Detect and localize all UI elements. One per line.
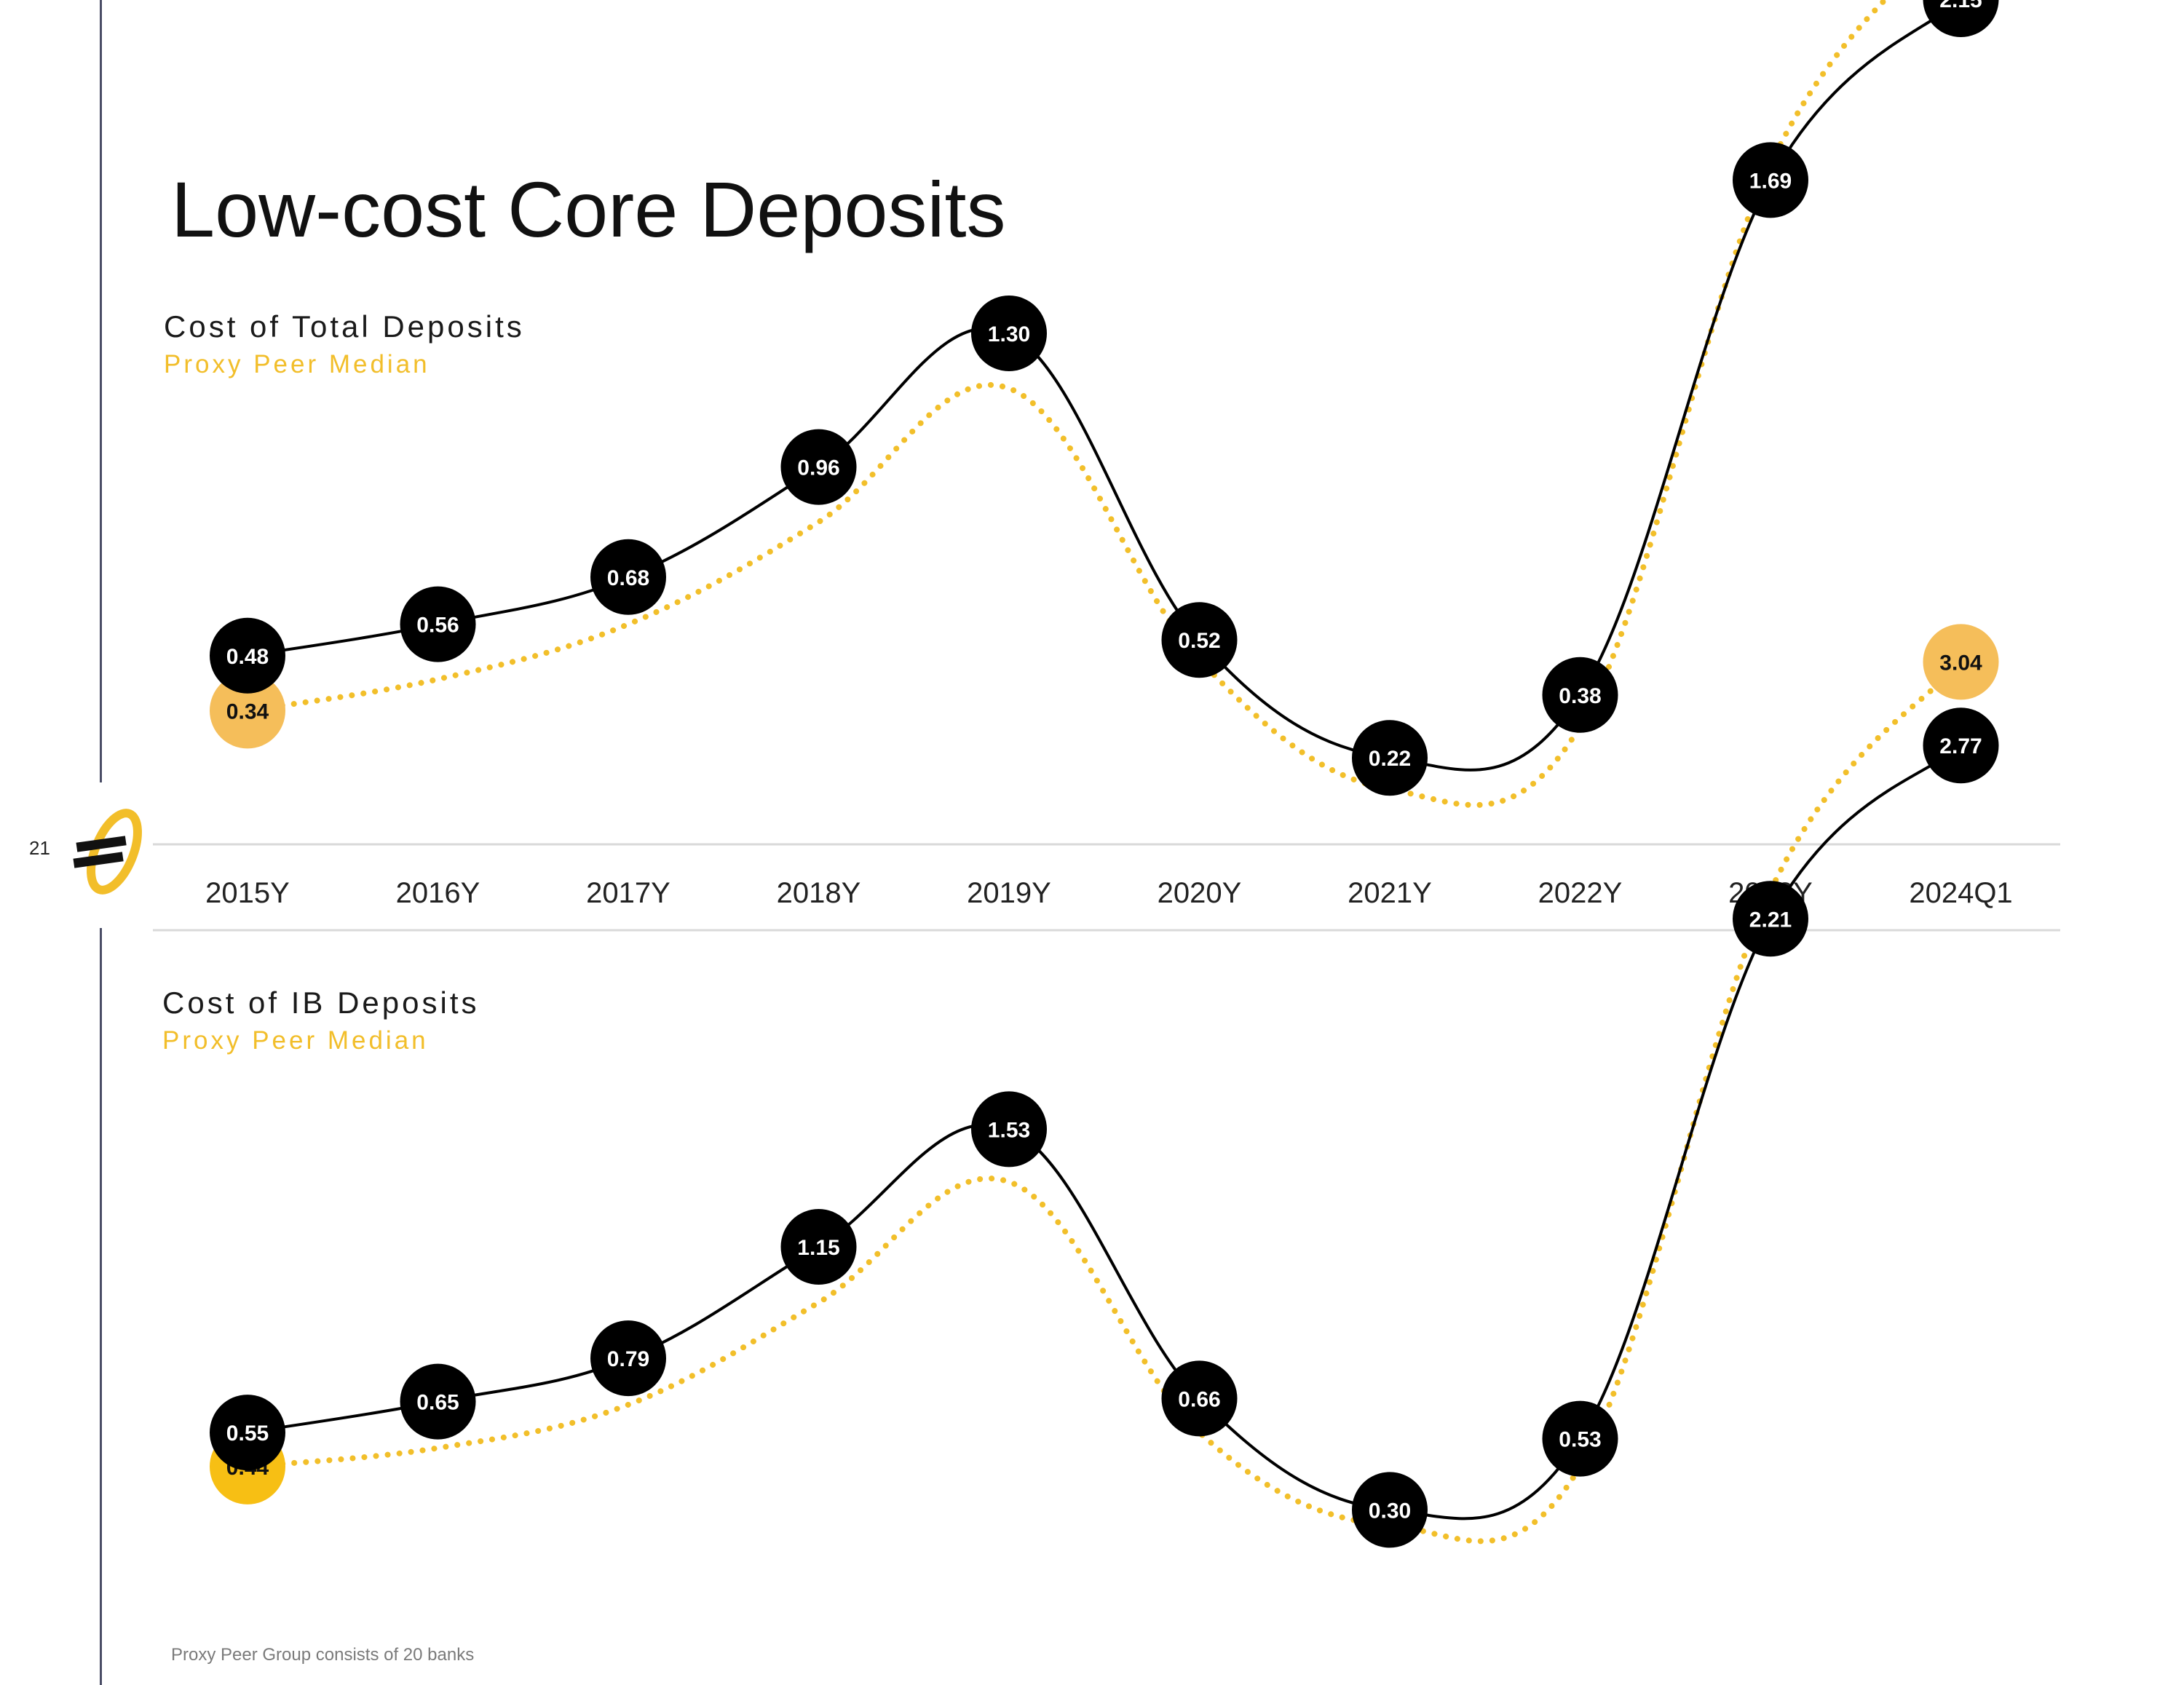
company-data-label: 1.15 (797, 1236, 839, 1260)
company-data-label: 0.22 (1369, 747, 1411, 771)
company-point: 1.53 (971, 1091, 1047, 1167)
page-title: Low-cost Core Deposits (171, 165, 1006, 253)
company-point: 0.48 (210, 617, 285, 694)
series-points: 0.342.340.480.560.680.961.300.520.220.38… (210, 0, 1999, 796)
x-tick-label: 2021Y (1348, 877, 1432, 909)
company-point-marker (400, 586, 476, 662)
company-data-label: 1.30 (988, 322, 1030, 346)
company-logo-icon (73, 809, 142, 895)
peer-point-marker (1923, 624, 1999, 700)
company-point-marker (400, 1363, 476, 1440)
x-tick-label: 2018Y (777, 877, 861, 909)
x-tick-label: 2015Y (205, 877, 290, 909)
company-point: 2.21 (1733, 881, 1808, 957)
company-point-marker (210, 1395, 285, 1471)
chart-title-ib-deposits: Cost of IB Deposits (162, 986, 479, 1020)
company-point: 0.53 (1542, 1400, 1618, 1477)
company-point: 0.96 (780, 429, 857, 505)
company-point: 0.55 (210, 1395, 285, 1471)
company-point: 0.68 (590, 539, 666, 615)
company-point-marker (1733, 881, 1808, 957)
x-tick-label: 2022Y (1538, 877, 1623, 909)
company-point-marker (210, 617, 285, 694)
company-line (247, 744, 1962, 1521)
peer-data-label: 0.34 (226, 699, 269, 723)
page-number: 21 (29, 837, 50, 859)
company-data-label: 1.69 (1749, 169, 1792, 193)
company-point-marker (590, 539, 666, 615)
x-tick-label: 2016Y (396, 877, 480, 909)
company-point: 0.56 (400, 586, 476, 662)
x-tick-label: 2017Y (586, 877, 670, 909)
series-lines (245, 0, 1962, 809)
company-data-label: 0.55 (226, 1422, 269, 1446)
company-point: 1.30 (971, 296, 1047, 371)
company-data-label: 0.68 (607, 566, 649, 590)
company-point-marker (1923, 0, 1999, 37)
company-point: 0.22 (1352, 720, 1428, 796)
company-point-marker (1352, 1472, 1428, 1548)
company-point-marker (971, 1091, 1047, 1167)
chart-ib-deposits: Cost of IB Deposits Proxy Peer Median 0.… (162, 624, 1999, 1548)
x-tick-label: 2024Q1 (1909, 877, 2012, 909)
company-data-label: 0.56 (416, 614, 459, 638)
left-divider-line-bottom (100, 928, 102, 1685)
peer-point-marker (210, 673, 285, 749)
company-point: 0.79 (590, 1320, 666, 1397)
company-point-marker (1542, 1400, 1618, 1477)
company-point: 2.15 (1923, 0, 1999, 37)
company-point: 0.38 (1542, 657, 1618, 733)
company-data-label: 0.79 (607, 1347, 649, 1371)
company-data-label: 1.53 (988, 1118, 1030, 1142)
company-data-label: 0.30 (1369, 1499, 1411, 1523)
company-point: 1.69 (1733, 142, 1808, 218)
x-tick-label: 2019Y (967, 877, 1051, 909)
company-point: 2.77 (1923, 707, 1999, 784)
company-data-label: 0.96 (797, 456, 839, 480)
company-point-marker (1161, 1360, 1238, 1437)
company-data-label: 2.77 (1939, 734, 1982, 758)
left-divider-line-top (100, 0, 102, 782)
peer-point: 3.04 (1923, 624, 1999, 700)
peer-point: 0.34 (210, 673, 285, 749)
company-line (247, 0, 1962, 772)
company-point: 0.66 (1161, 1360, 1238, 1437)
company-data-label: 0.48 (226, 645, 269, 669)
peer-median-line (245, 659, 1964, 1545)
company-data-label: 0.53 (1559, 1428, 1601, 1452)
x-tick-label: 2020Y (1158, 877, 1242, 909)
company-data-label: 0.52 (1178, 629, 1220, 653)
chart-subtitle-peer-median: Proxy Peer Median (164, 350, 430, 378)
footnote: Proxy Peer Group consists of 20 banks (171, 1645, 475, 1665)
company-point-marker (1733, 142, 1808, 218)
company-point-marker (1923, 707, 1999, 784)
company-data-label: 2.21 (1749, 908, 1792, 932)
company-data-label: 0.66 (1178, 1387, 1220, 1411)
company-point-marker (590, 1320, 666, 1397)
chart-title-total-deposits: Cost of Total Deposits (164, 309, 525, 344)
company-point: 1.15 (780, 1209, 857, 1285)
company-point: 0.65 (400, 1363, 476, 1440)
company-data-label: 2.15 (1939, 0, 1982, 12)
company-point-marker (1352, 720, 1428, 796)
company-point: 0.52 (1161, 602, 1238, 678)
peer-data-label: 3.04 (1939, 651, 1982, 675)
chart-total-deposits: Cost of Total Deposits Proxy Peer Median… (153, 0, 2060, 932)
company-data-label: 0.65 (416, 1391, 459, 1415)
series-points: 0.443.040.550.650.791.151.530.660.300.53… (210, 624, 1999, 1548)
series-lines (245, 659, 1964, 1545)
company-point-marker (780, 1209, 857, 1285)
peer-median-line (245, 0, 1889, 809)
company-point-marker (1542, 657, 1618, 733)
company-point-marker (971, 296, 1047, 371)
chart-subtitle-peer-median: Proxy Peer Median (162, 1026, 429, 1055)
company-point-marker (1161, 602, 1238, 678)
company-point: 0.30 (1352, 1472, 1428, 1548)
company-data-label: 0.38 (1559, 684, 1601, 708)
company-point-marker (780, 429, 857, 505)
